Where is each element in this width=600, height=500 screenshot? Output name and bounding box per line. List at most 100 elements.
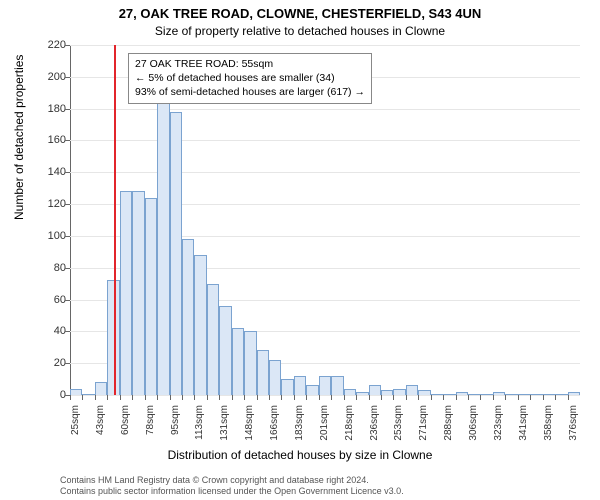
y-tick-label: 180 <box>36 103 66 115</box>
x-tick-mark <box>70 395 71 400</box>
histogram-bar <box>319 376 331 395</box>
histogram-bar <box>95 382 107 395</box>
x-tick-mark <box>443 395 444 400</box>
histogram-bar <box>145 198 157 395</box>
histogram-bar <box>505 394 517 395</box>
y-tick-mark <box>65 77 70 78</box>
x-tick-mark <box>132 395 133 400</box>
x-tick-mark <box>207 395 208 400</box>
x-tick-mark <box>294 395 295 400</box>
x-tick-mark <box>480 395 481 400</box>
histogram-bar <box>120 191 132 395</box>
histogram-bar <box>331 376 343 395</box>
y-tick-label: 80 <box>36 262 66 274</box>
plot-area: 27 OAK TREE ROAD: 55sqm← 5% of detached … <box>70 45 580 395</box>
histogram-bar <box>393 389 405 395</box>
histogram-bar <box>344 389 356 395</box>
x-tick-mark <box>543 395 544 400</box>
y-tick-label: 160 <box>36 134 66 146</box>
x-tick-mark <box>257 395 258 400</box>
callout-box: 27 OAK TREE ROAD: 55sqm← 5% of detached … <box>128 53 372 104</box>
histogram-bar <box>207 284 219 395</box>
x-tick-mark <box>157 395 158 400</box>
x-tick-mark <box>418 395 419 400</box>
x-tick-mark <box>518 395 519 400</box>
x-tick-mark <box>568 395 569 400</box>
y-tick-mark <box>65 236 70 237</box>
x-tick-mark <box>431 395 432 400</box>
y-tick-label: 60 <box>36 294 66 306</box>
y-axis-label-text: Number of detached properties <box>12 55 26 220</box>
histogram-bar <box>381 390 393 395</box>
callout-line2: ← 5% of detached houses are smaller (34) <box>135 71 365 85</box>
y-tick-mark <box>65 109 70 110</box>
y-tick-label: 120 <box>36 198 66 210</box>
x-tick-mark <box>530 395 531 400</box>
y-tick-label: 140 <box>36 166 66 178</box>
y-tick-mark <box>65 268 70 269</box>
x-tick-mark <box>306 395 307 400</box>
x-tick-mark <box>95 395 96 400</box>
x-tick-mark <box>381 395 382 400</box>
histogram-bar <box>468 394 480 395</box>
histogram-bar <box>456 392 468 395</box>
histogram-bar <box>82 394 94 395</box>
histogram-bar <box>194 255 206 395</box>
histogram-bar <box>170 112 182 395</box>
histogram-bar <box>543 394 555 395</box>
histogram-bar <box>530 394 542 395</box>
y-axis-label: Number of detached properties <box>12 55 26 220</box>
histogram-bar <box>70 389 82 395</box>
x-tick-mark <box>319 395 320 400</box>
histogram-bar <box>369 385 381 395</box>
gridline <box>70 109 580 110</box>
histogram-bar <box>244 331 256 395</box>
histogram-bar <box>306 385 318 395</box>
histogram-bar <box>568 392 580 395</box>
y-tick-label: 200 <box>36 71 66 83</box>
chart-footer: Contains HM Land Registry data © Crown c… <box>60 475 590 498</box>
x-tick-mark <box>281 395 282 400</box>
y-tick-mark <box>65 363 70 364</box>
x-tick-mark <box>505 395 506 400</box>
histogram-bar <box>356 392 368 395</box>
y-tick-label: 220 <box>36 39 66 51</box>
x-tick-mark <box>493 395 494 400</box>
histogram-bar <box>219 306 231 395</box>
x-tick-mark <box>219 395 220 400</box>
histogram-bar <box>480 394 492 395</box>
histogram-bar <box>493 392 505 395</box>
callout-line1: 27 OAK TREE ROAD: 55sqm <box>135 57 365 71</box>
histogram-bar <box>257 350 269 395</box>
x-tick-mark <box>182 395 183 400</box>
histogram-bar <box>431 394 443 395</box>
gridline <box>70 395 580 396</box>
histogram-bar <box>443 394 455 395</box>
y-tick-mark <box>65 45 70 46</box>
histogram-bar <box>294 376 306 395</box>
x-tick-mark <box>406 395 407 400</box>
x-tick-mark <box>331 395 332 400</box>
histogram-bar <box>132 191 144 395</box>
y-tick-mark <box>65 172 70 173</box>
y-tick-label: 20 <box>36 357 66 369</box>
x-tick-mark <box>555 395 556 400</box>
chart-title-sub: Size of property relative to detached ho… <box>0 24 600 38</box>
x-tick-mark <box>356 395 357 400</box>
x-tick-mark <box>232 395 233 400</box>
footer-line-1: Contains HM Land Registry data © Crown c… <box>60 475 590 486</box>
histogram-bar <box>281 379 293 395</box>
gridline <box>70 140 580 141</box>
chart-container: 27, OAK TREE ROAD, CLOWNE, CHESTERFIELD,… <box>0 0 600 500</box>
histogram-bar <box>418 390 430 395</box>
callout-line3: 93% of semi-detached houses are larger (… <box>135 85 365 99</box>
x-tick-mark <box>120 395 121 400</box>
x-tick-mark <box>269 395 270 400</box>
y-tick-label: 0 <box>36 389 66 401</box>
histogram-bar <box>232 328 244 395</box>
y-tick-mark <box>65 140 70 141</box>
y-axis-line <box>70 45 71 395</box>
x-tick-mark <box>468 395 469 400</box>
x-tick-mark <box>344 395 345 400</box>
x-tick-mark <box>145 395 146 400</box>
